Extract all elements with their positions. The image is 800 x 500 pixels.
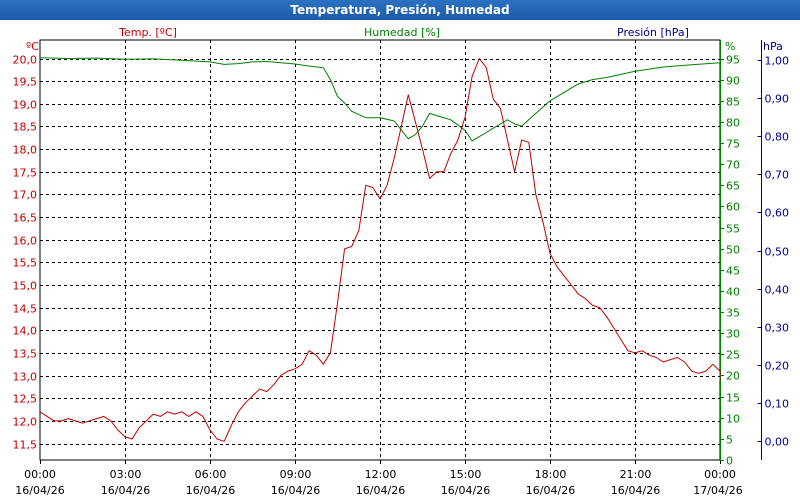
humidity-axis-unit: % <box>725 40 735 53</box>
temp-tick-label: 20,0 <box>13 54 38 67</box>
temp-tick-label: 19,0 <box>13 99 38 112</box>
x-tick-date: 17/04/26 <box>693 484 742 497</box>
x-tick-date: 16/04/26 <box>526 484 575 497</box>
x-tick-date: 16/04/26 <box>15 484 64 497</box>
x-tick-time: 00:00 <box>24 468 56 481</box>
tick-labels: 20,0 19,5 19,0 18,5 18,0 17,5 17,0 16,5 16,0 15,5… <box>13 54 790 498</box>
temperature-line <box>39 58 721 442</box>
humidity-tick-label: 55 <box>726 223 740 236</box>
humidity-tick-label: 45 <box>726 265 740 278</box>
humidity-tick-label: 20 <box>726 370 740 383</box>
humidity-tick-label: 80 <box>726 117 740 130</box>
x-tick-date: 16/04/26 <box>356 484 405 497</box>
humidity-tick-label: 0 <box>726 455 733 468</box>
temp-tick-label: 13,0 <box>13 371 38 384</box>
humidity-tick-label: 5 <box>726 434 733 447</box>
axes <box>39 39 762 464</box>
pressure-tick-label: 0,30 <box>765 322 790 335</box>
humidity-tick-label: 25 <box>726 349 740 362</box>
legend-temp: Temp. [ºC] <box>118 26 177 39</box>
humidity-tick-label: 85 <box>726 96 740 109</box>
temp-tick-label: 14,5 <box>13 303 38 316</box>
pressure-tick-label: 1,00 <box>765 55 790 68</box>
humidity-tick-label: 90 <box>726 75 740 88</box>
temp-tick-label: 12,5 <box>13 393 38 406</box>
x-tick-time: 09:00 <box>280 468 312 481</box>
humidity-line <box>39 57 721 142</box>
x-tick-date: 16/04/26 <box>611 484 660 497</box>
temp-tick-label: 13,5 <box>13 348 38 361</box>
title-bar <box>0 0 800 20</box>
x-tick-time: 21:00 <box>620 468 652 481</box>
x-tick-time: 06:00 <box>195 468 227 481</box>
x-tick-date: 16/04/26 <box>441 484 490 497</box>
pressure-tick-label: 0,20 <box>765 360 790 373</box>
x-tick-time: 03:00 <box>110 468 142 481</box>
humidity-tick-label: 40 <box>726 286 740 299</box>
humidity-tick-label: 65 <box>726 180 740 193</box>
temp-tick-label: 16,0 <box>13 235 38 248</box>
temp-tick-label: 16,5 <box>13 212 38 225</box>
temp-tick-label: 17,0 <box>13 189 38 202</box>
pressure-tick-label: 0,10 <box>765 398 790 411</box>
temp-tick-label: 19,5 <box>13 76 38 89</box>
humidity-tick-label: 75 <box>726 138 740 151</box>
x-tick-time: 18:00 <box>535 468 567 481</box>
x-tick-time: 00:00 <box>704 468 736 481</box>
grid <box>40 40 720 460</box>
pressure-tick-label: 0,80 <box>765 131 790 144</box>
x-tick-date: 16/04/26 <box>186 484 235 497</box>
temp-tick-label: 15,5 <box>13 257 38 270</box>
temp-tick-label: 12,0 <box>13 416 38 429</box>
legend-pressure: Presión [hPa] <box>617 26 689 39</box>
series <box>39 57 721 442</box>
humidity-tick-label: 15 <box>726 392 740 405</box>
temp-tick-label: 17,5 <box>13 167 38 180</box>
humidity-tick-label: 35 <box>726 307 740 320</box>
x-tick-date: 16/04/26 <box>271 484 320 497</box>
temp-tick-label: 15,0 <box>13 280 38 293</box>
pressure-tick-label: 0,70 <box>765 169 790 182</box>
humidity-tick-label: 60 <box>726 201 740 214</box>
pressure-tick-label: 0,00 <box>765 436 790 449</box>
humidity-tick-label: 30 <box>726 328 740 341</box>
humidity-tick-label: 50 <box>726 244 740 257</box>
temp-tick-label: 18,5 <box>13 121 38 134</box>
x-tick-time: 12:00 <box>365 468 397 481</box>
temp-tick-label: 14,0 <box>13 325 38 338</box>
pressure-tick-label: 0,40 <box>765 284 790 297</box>
humidity-tick-label: 10 <box>726 413 740 426</box>
x-tick-time: 15:00 <box>450 468 482 481</box>
humidity-tick-label: 70 <box>726 159 740 172</box>
x-tick-date: 16/04/26 <box>101 484 150 497</box>
pressure-tick-label: 0,50 <box>765 246 790 259</box>
pressure-axis-unit: hPa <box>763 40 783 53</box>
temp-tick-label: 11,5 <box>13 439 38 452</box>
chart-title: Temperatura, Presión, Humedad <box>290 3 509 17</box>
legend-humidity: Humedad [%] <box>364 26 440 39</box>
temp-tick-label: 18,0 <box>13 144 38 157</box>
temp-axis-unit: ºC <box>26 40 39 53</box>
pressure-tick-label: 0,90 <box>765 93 790 106</box>
pressure-tick-label: 0,60 <box>765 207 790 220</box>
humidity-tick-label: 95 <box>726 54 740 67</box>
